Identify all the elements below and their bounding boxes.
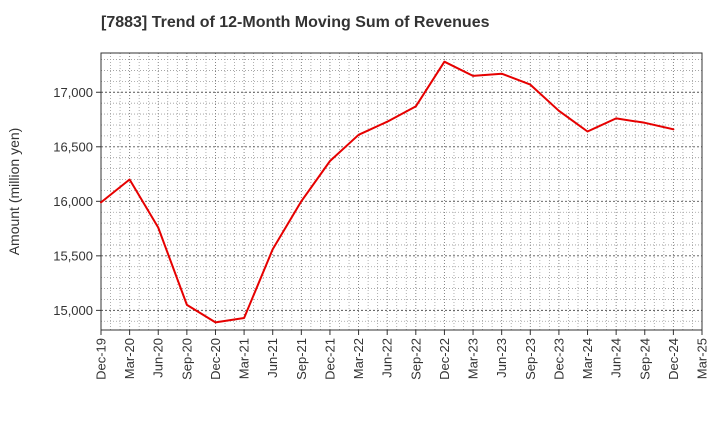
series-line [100, 60, 675, 324]
x-tick-label: Dec-23 [551, 338, 566, 380]
x-tick-label: Dec-20 [208, 338, 223, 380]
x-tick-label: Jun-20 [151, 338, 166, 378]
x-tick-label: Dec-24 [666, 338, 681, 380]
x-tick-label: Sep-23 [523, 338, 538, 380]
x-tick-label: Dec-19 [94, 338, 109, 380]
x-tick-label: Mar-21 [237, 338, 252, 379]
plot-border [100, 52, 703, 331]
x-tick-label: Dec-22 [437, 338, 452, 380]
x-tick-label: Sep-21 [294, 338, 309, 380]
y-tick-label: 15,000 [53, 303, 93, 318]
x-tick-label: Jun-24 [609, 338, 624, 378]
x-tick-label: Jun-22 [380, 338, 395, 378]
x-tick-label: Mar-25 [695, 338, 710, 379]
y-tick-label: 15,500 [53, 248, 93, 263]
x-tick-label: Mar-20 [122, 338, 137, 379]
x-tick-label: Sep-24 [637, 338, 652, 380]
y-axis-title: Amount (million yen) [6, 128, 22, 256]
x-tick-label: Sep-22 [408, 338, 423, 380]
y-tick-label: 17,000 [53, 85, 93, 100]
x-tick-label: Mar-24 [580, 338, 595, 379]
x-tick-label: Mar-22 [351, 338, 366, 379]
x-tick-label: Mar-23 [466, 338, 481, 379]
x-tick-label: Jun-23 [494, 338, 509, 378]
x-tick-label: Dec-21 [322, 338, 337, 380]
y-tick-label: 16,500 [53, 139, 93, 154]
y-tick-label: 16,000 [53, 194, 93, 209]
chart-title: [7883] Trend of 12-Month Moving Sum of R… [101, 14, 490, 31]
plot-area [101, 53, 702, 330]
x-tick-label: Jun-21 [265, 338, 280, 378]
x-tick-label: Sep-20 [179, 338, 194, 380]
